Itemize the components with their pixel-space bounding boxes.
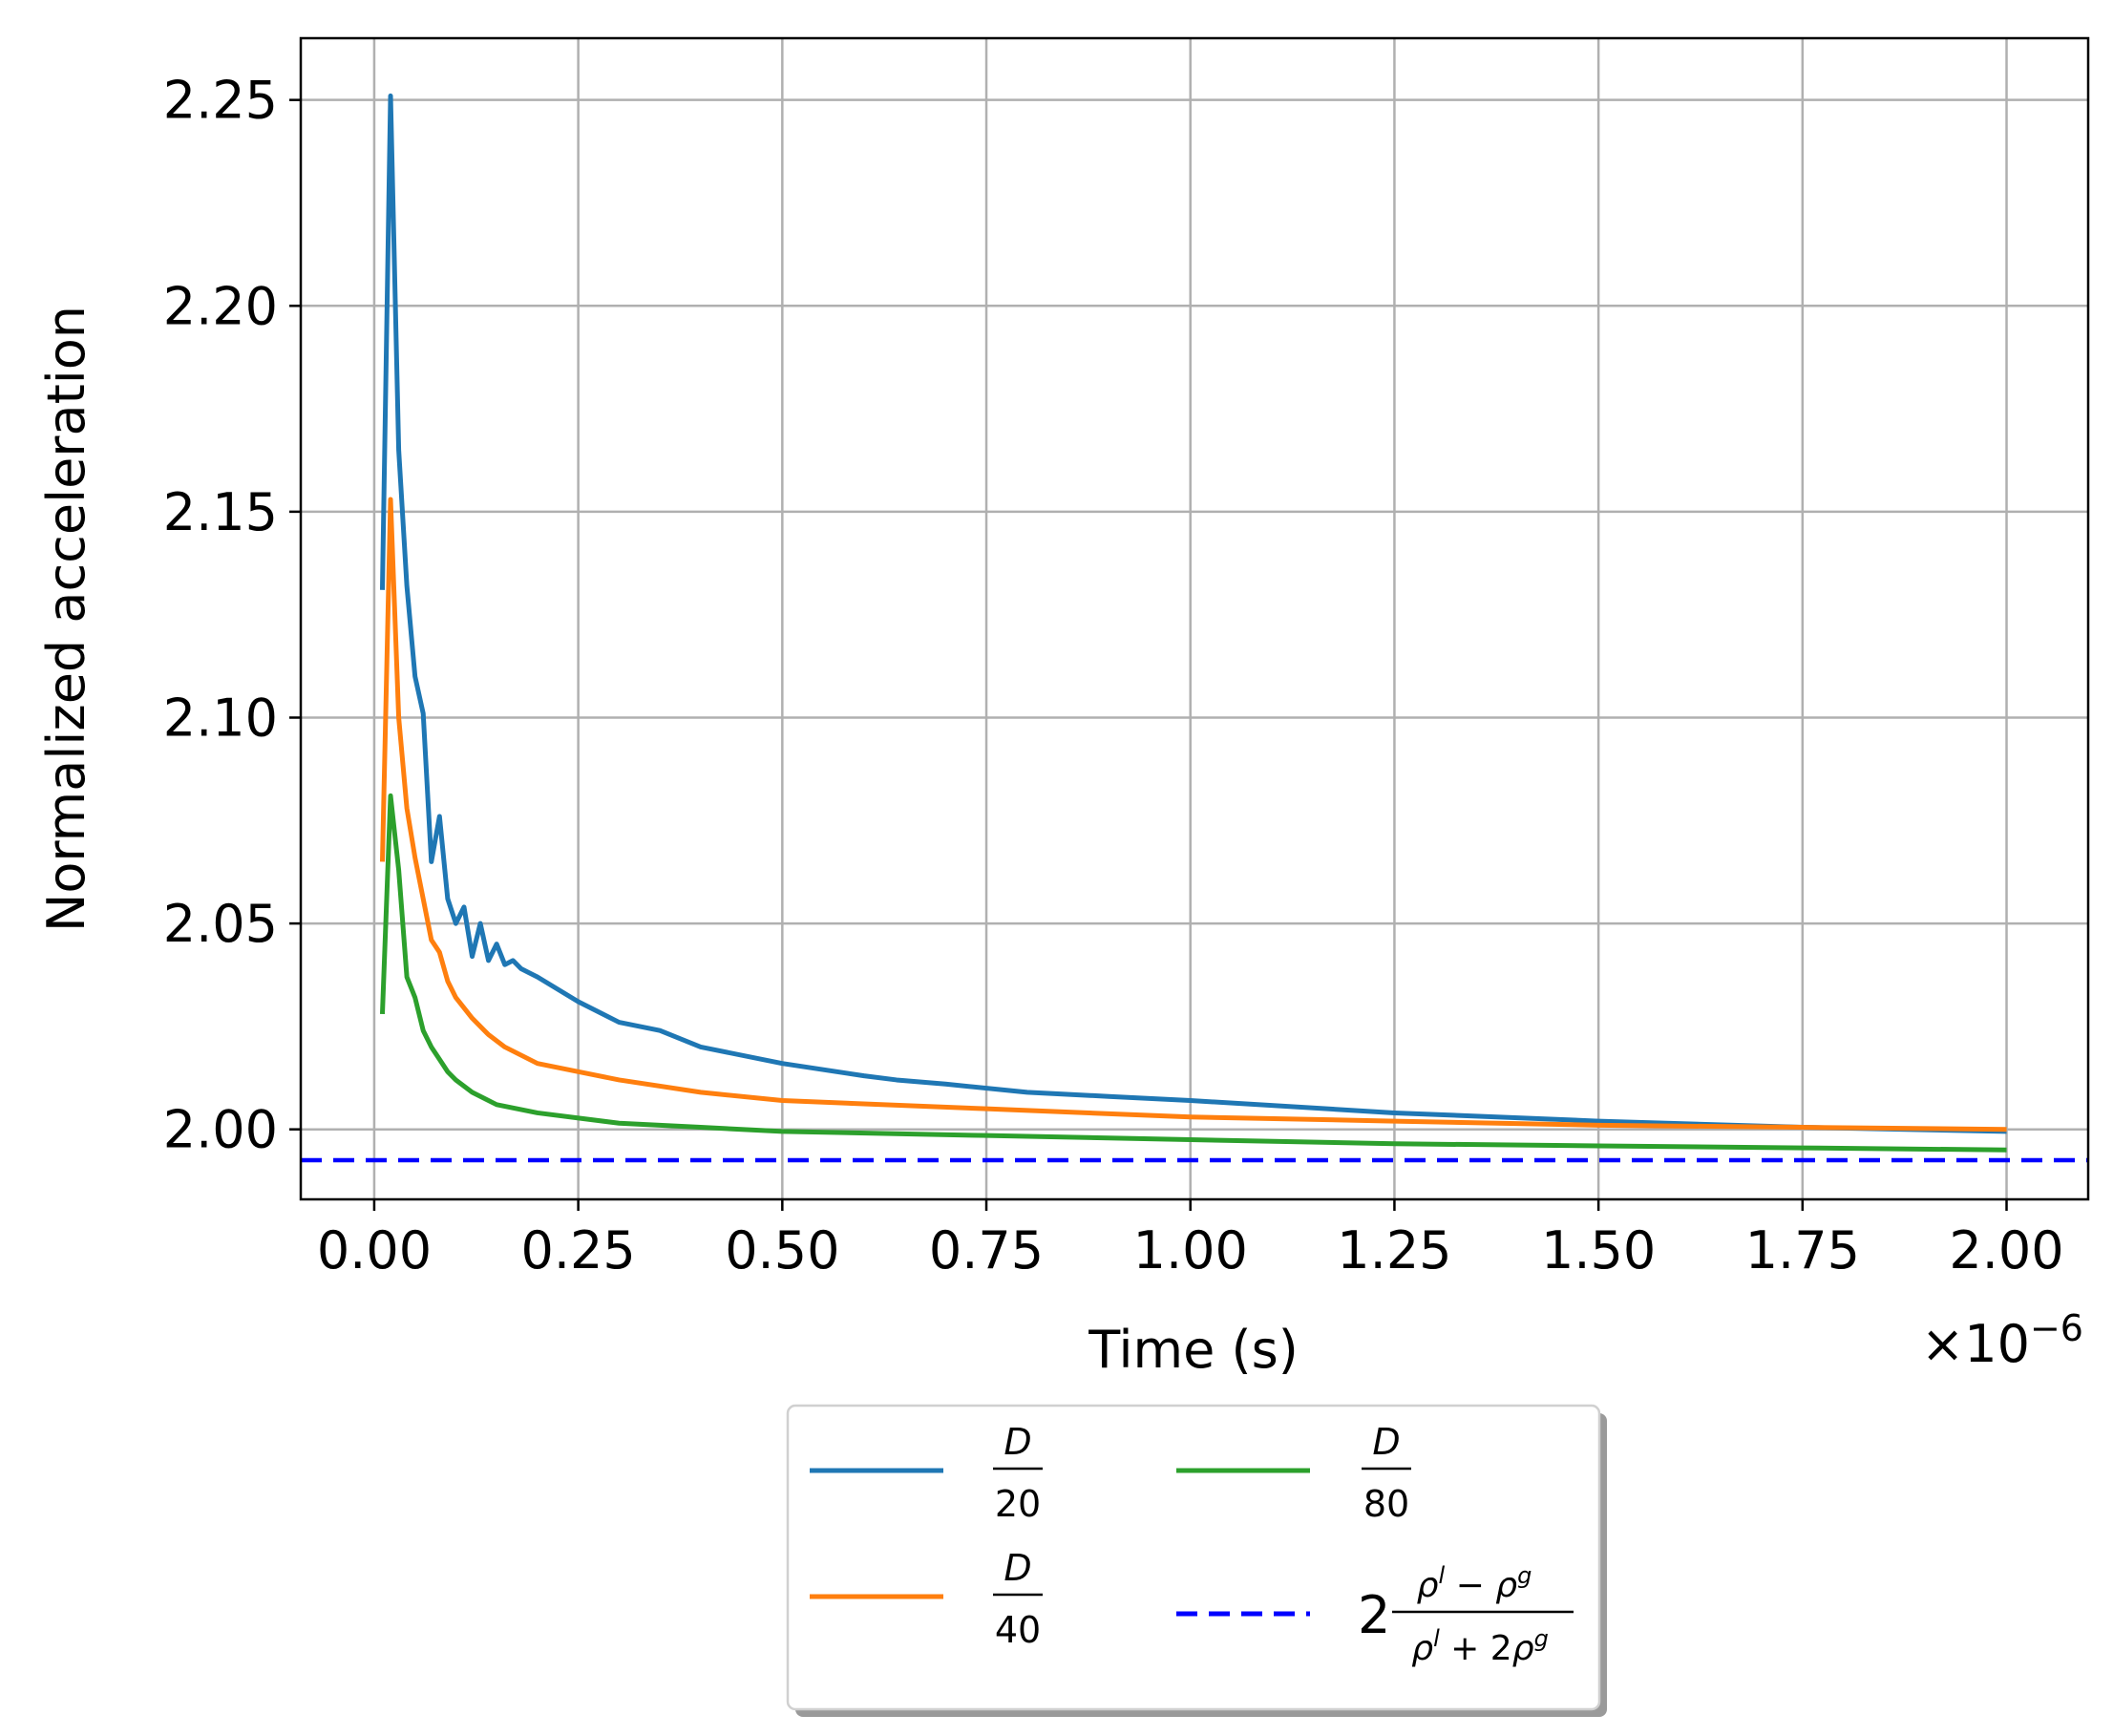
svg-text:D: D — [1372, 1421, 1400, 1463]
x-scale-exponent: −6 — [2030, 1307, 2083, 1349]
ticks: 0.00 0.25 0.50 0.75 1.00 1.25 1.50 1.75 2.00 2.00… — [163, 71, 2064, 1281]
x-tick-label: 2.00 — [1949, 1220, 2063, 1281]
legend-label-reference: 2 ρl − ρg ρl + 2ρg — [1358, 1562, 1574, 1668]
svg-text:80: 80 — [1363, 1483, 1409, 1525]
series-line-d-40 — [379, 497, 2007, 1133]
x-tick-label: 1.25 — [1337, 1220, 1451, 1281]
series-line-d-20 — [379, 93, 2007, 1134]
svg-text:20: 20 — [995, 1483, 1041, 1525]
legend-box — [786, 1404, 1601, 1711]
svg-text:ρl − ρg: ρl − ρg — [1417, 1562, 1532, 1605]
y-tick-label: 2.20 — [163, 276, 278, 336]
svg-text:2: 2 — [1358, 1585, 1390, 1645]
plot-frame — [299, 36, 2090, 1201]
svg-text:D: D — [1004, 1547, 1031, 1589]
legend-label-d20: D 20 — [993, 1421, 1043, 1525]
y-tick-label: 2.15 — [163, 482, 278, 542]
x-tick-label: 1.50 — [1541, 1220, 1656, 1281]
y-tick-label: 2.10 — [163, 688, 278, 748]
legend: D 20 D 40 D 80 2 ρl − ρg ρl + 2ρg — [786, 1404, 1607, 1717]
svg-text:40: 40 — [995, 1609, 1041, 1651]
x-scale-multiplier: ×10−6 — [1921, 1307, 2083, 1374]
x-tick-label: 0.50 — [725, 1220, 839, 1281]
svg-text:D: D — [1004, 1421, 1031, 1463]
x-tick-label: 0.25 — [521, 1220, 636, 1281]
x-tick-label: 1.00 — [1133, 1220, 1248, 1281]
y-tick-label: 2.00 — [163, 1100, 278, 1160]
y-tick-label: 2.25 — [163, 71, 278, 131]
x-tick-label: 0.75 — [929, 1220, 1044, 1281]
series-line-d-80 — [379, 793, 2007, 1153]
legend-label-d80: D 80 — [1362, 1421, 1411, 1525]
x-axis-label: Time (s) — [1088, 1320, 1299, 1380]
y-axis-label: Normalized acceleration — [36, 306, 96, 932]
legend-label-d40: D 40 — [993, 1547, 1043, 1651]
svg-text:ρl + 2ρg: ρl + 2ρg — [1411, 1625, 1549, 1668]
y-tick-label: 2.05 — [163, 894, 278, 954]
x-tick-label: 0.00 — [317, 1220, 432, 1281]
x-tick-label: 1.75 — [1745, 1220, 1860, 1281]
series-layer — [301, 93, 2088, 1163]
